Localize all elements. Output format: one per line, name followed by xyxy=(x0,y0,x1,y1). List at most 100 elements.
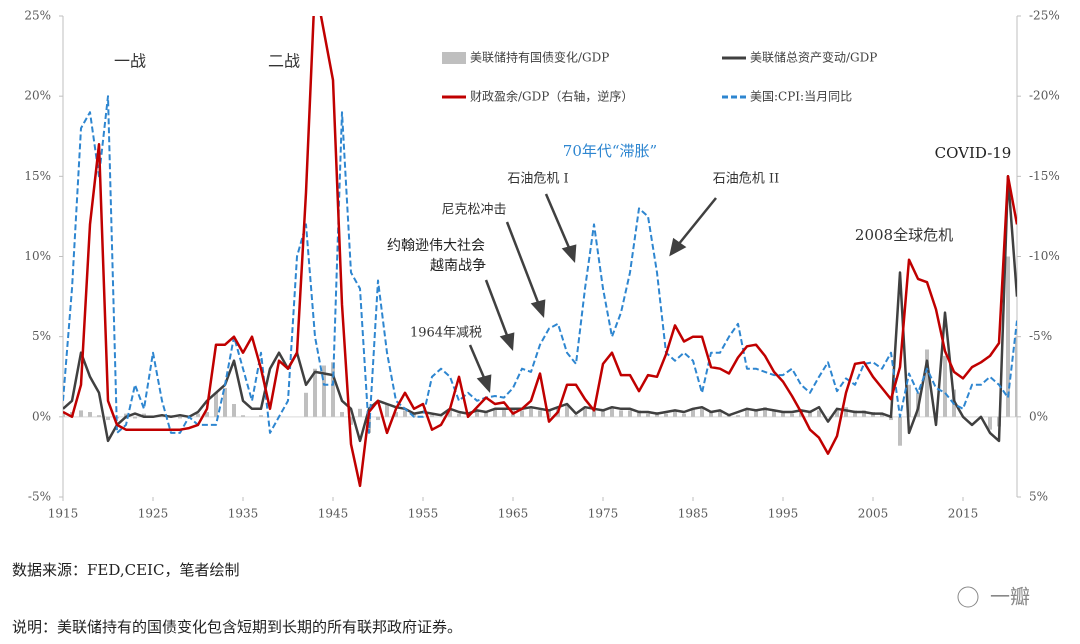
arrow xyxy=(505,221,541,306)
bar xyxy=(880,413,884,417)
bar xyxy=(205,412,209,417)
x-tick-label: 1935 xyxy=(228,507,259,521)
bar xyxy=(583,408,587,417)
bar xyxy=(853,410,857,417)
bar xyxy=(340,412,344,417)
annotation: 一战 xyxy=(114,52,146,71)
bar xyxy=(322,365,326,417)
x-tick-label: 2005 xyxy=(858,507,889,521)
y2-tick-label: -5% xyxy=(1029,329,1052,343)
bar xyxy=(376,416,380,421)
bar xyxy=(259,415,263,417)
y2-tick-label: 0% xyxy=(1029,409,1048,423)
bar xyxy=(862,410,866,417)
bar xyxy=(304,392,308,417)
bar xyxy=(628,410,632,417)
y2-tick-label: -25% xyxy=(1029,9,1060,23)
y2-tick-label: -20% xyxy=(1029,89,1060,103)
bar xyxy=(943,355,947,417)
x-tick-label: 1925 xyxy=(138,507,169,521)
bar xyxy=(520,410,524,417)
arrowhead xyxy=(530,299,546,319)
arrow xyxy=(468,344,487,381)
bar xyxy=(124,413,128,417)
bar xyxy=(781,412,785,417)
series-line xyxy=(63,175,1017,443)
legend-label: 美联储持有国债变化/GDP xyxy=(470,50,609,65)
x-tick-label: 1955 xyxy=(408,507,439,521)
arrow xyxy=(484,279,510,339)
bar xyxy=(754,410,758,417)
bar xyxy=(412,413,416,417)
bar xyxy=(133,416,137,419)
bar xyxy=(925,349,929,417)
annotation: 2008全球危机 xyxy=(855,226,953,244)
bar xyxy=(196,413,200,417)
source: 数据来源：FED,CEIC，笔者绘制 xyxy=(12,561,239,579)
x-tick-label: 1945 xyxy=(318,507,349,521)
bar xyxy=(1015,336,1017,417)
y2-tick-label: 5% xyxy=(1029,490,1048,504)
bar xyxy=(547,410,551,417)
bar xyxy=(574,415,578,417)
bar xyxy=(817,410,821,417)
bar xyxy=(241,415,245,417)
annotation: 约翰逊伟大社会 xyxy=(387,238,485,254)
bar xyxy=(448,408,452,417)
legend-swatch xyxy=(442,52,466,64)
bar xyxy=(835,410,839,417)
y-tick-label: 25% xyxy=(24,9,51,23)
annotation: 1964年减税 xyxy=(410,326,482,341)
bar xyxy=(385,404,389,417)
bar xyxy=(502,408,506,417)
bar xyxy=(898,416,902,446)
x-tick-label: 1985 xyxy=(678,507,709,521)
bar xyxy=(232,404,236,417)
annotation: 70年代“滞胀” xyxy=(563,142,657,160)
watermark: 一瓣 xyxy=(990,585,1030,609)
x-tick-label: 1915 xyxy=(48,507,79,521)
bar xyxy=(484,412,488,417)
bar xyxy=(691,408,695,417)
bar xyxy=(790,413,794,417)
y-tick-label: 20% xyxy=(24,89,51,103)
plot-area xyxy=(63,16,1017,488)
bar xyxy=(349,416,353,425)
series-line xyxy=(63,16,1017,488)
x-tick-label: 1975 xyxy=(588,507,619,521)
y-tick-label: 10% xyxy=(24,249,51,263)
bar xyxy=(403,410,407,417)
bar xyxy=(223,387,227,417)
bar xyxy=(601,408,605,417)
arrowhead xyxy=(669,237,687,257)
legend-label: 美国:CPI:当月同比 xyxy=(750,90,852,104)
bar xyxy=(808,412,812,417)
bar xyxy=(142,413,146,417)
watermark-icon xyxy=(957,586,979,608)
bar xyxy=(214,392,218,417)
bar xyxy=(664,413,668,417)
bar xyxy=(457,413,461,417)
bar xyxy=(538,410,542,417)
bar xyxy=(709,412,713,417)
bar xyxy=(763,407,767,417)
bar xyxy=(394,412,398,417)
bar xyxy=(988,416,992,430)
bar xyxy=(889,416,893,421)
bar xyxy=(358,408,362,417)
arrowhead xyxy=(476,374,492,394)
legend-label: 美联储总资产变动/GDP xyxy=(750,50,877,65)
bar xyxy=(673,410,677,417)
y-tick-label: -5% xyxy=(28,490,51,504)
bar xyxy=(178,416,182,419)
bar xyxy=(565,404,569,417)
bar xyxy=(592,410,596,417)
bar xyxy=(97,415,101,417)
annotation: 二战 xyxy=(268,52,300,71)
y-tick-label: 5% xyxy=(32,329,51,343)
bar xyxy=(907,384,911,417)
bar xyxy=(313,368,317,417)
x-tick-label: 1965 xyxy=(498,507,529,521)
note: 说明：美联储持有的国债变化包含短期到长期的所有联邦政府证券。 xyxy=(12,618,462,636)
